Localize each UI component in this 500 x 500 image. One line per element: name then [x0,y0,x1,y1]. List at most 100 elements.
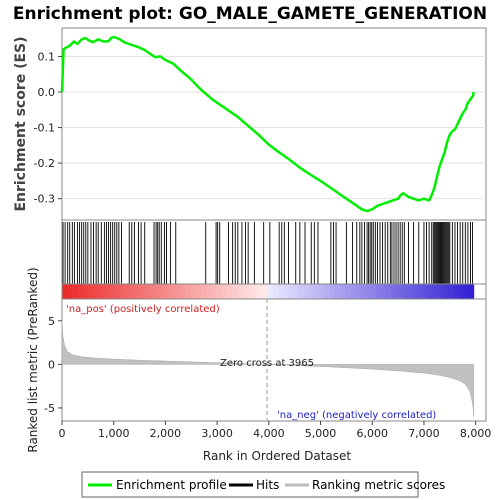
colorbar-segment [334,284,341,299]
colorbar-segment [278,284,284,299]
colorbar-segment [437,284,444,299]
x-tick-label: 8,000 [460,427,492,440]
colorbar-segment [314,284,320,299]
colorbar-segment [386,284,392,299]
legend-label-metric: Ranking metric scores [312,478,445,492]
colorbar-segment [195,284,202,299]
colorbar-segment [272,284,279,299]
colorbar-segment [190,284,197,299]
colorbar-segment [103,284,109,299]
colorbar-segment [329,284,336,299]
colorbar-segment [262,284,269,299]
colorbar-segment [442,284,449,299]
colorbar-segment [458,284,464,299]
colorbar-segment [298,284,305,299]
colorbar-segment [432,284,439,299]
colorbar-segment [108,284,115,299]
colorbar-segment [447,284,454,299]
x-tick-label: 1,000 [98,427,130,440]
colorbar-segment [375,284,382,299]
colorbar-segment [401,284,408,299]
metric-axis-label: Ranked list metric (PreRanked) [26,267,40,452]
colorbar-segment [463,284,470,299]
colorbar-segment [216,284,223,299]
enrichment-profile-line [60,35,475,213]
ranking-colorbar [62,284,475,299]
colorbar-segment [77,284,84,299]
x-tick-label: 0 [59,427,66,440]
colorbar-segment [257,284,264,299]
colorbar-segment [303,284,310,299]
colorbar-segment [267,284,274,299]
colorbar-segment [427,284,434,299]
colorbar-segment [185,284,192,299]
colorbar-segment [236,284,243,299]
colorbar-segment [134,284,140,299]
es-panel [61,27,487,221]
es-tick-label: 0.1 [38,50,56,63]
colorbar-segment [206,284,212,299]
colorbar-segment [113,284,120,299]
x-tick-label: 6,000 [356,427,388,440]
colorbar-segment [355,284,362,299]
colorbar-segment [67,284,73,299]
colorbar-segment [370,284,377,299]
ranking-metric-area [61,320,474,417]
colorbar-segment [365,284,372,299]
colorbar-segment [453,284,459,299]
colorbar-segment [406,284,413,299]
colorbar-segment [231,284,238,299]
metric-tick-label: -5 [44,402,55,415]
metric-tick-label: 0 [48,358,55,371]
colorbar-segment [242,284,248,299]
x-tick-label: 4,000 [253,427,285,440]
es-y-ticks: 0.1 0.0 -0.1 -0.2 -0.3 [34,50,62,206]
colorbar-segment [154,284,161,299]
colorbar-segment [252,284,259,299]
colorbar-segment [319,284,325,299]
colorbar-segment [411,284,418,299]
colorbar-segment [344,284,351,299]
colorbar-segment [308,284,315,299]
colorbar-segment [416,284,423,299]
x-tick-label: 2,000 [150,427,182,440]
colorbar-segment [118,284,125,299]
colorbar-segment [283,284,289,299]
metric-y-ticks: 5 0 -5 [44,315,62,415]
x-axis-label: Rank in Ordered Dataset [203,449,351,463]
colorbar-segment [211,284,217,299]
colorbar-segment [170,284,176,299]
negative-label: 'na_neg' (negatively correlated) [277,410,436,421]
chart-title: Enrichment plot: GO_MALE_GAMETE_GENERATI… [13,4,487,24]
colorbar-segment [128,284,135,299]
colorbar-segment [391,284,398,299]
colorbar-segment [175,284,181,299]
colorbar-segment [324,284,331,299]
colorbar-segment [221,284,228,299]
positive-label: 'na_pos' (positively correlated) [66,304,220,315]
x-tick-label: 7,000 [408,427,440,440]
es-axis-label: Enrichment score (ES) [13,36,29,211]
colorbar-segment [180,284,187,299]
metric-tick-label: 5 [48,315,55,328]
hits-marks [62,222,474,284]
colorbar-segment [339,284,346,299]
colorbar-segment [468,284,475,299]
zero-cross-label: Zero cross at 3965 [220,358,314,369]
es-tick-label: -0.3 [34,193,55,206]
legend-label-hits: Hits [256,478,279,492]
hits-panel [61,219,487,285]
colorbar-segment [87,284,94,299]
colorbar-segment [164,284,171,299]
colorbar-segment [396,284,403,299]
colorbar-segment [226,284,233,299]
colorbar-segment [72,284,79,299]
colorbar-segment [422,284,428,299]
x-tick-label: 3,000 [201,427,233,440]
es-tick-label: -0.2 [34,157,55,170]
colorbar-segment [139,284,145,299]
colorbar-segment [288,284,295,299]
colorbar-segment [144,284,151,299]
colorbar-segment [293,284,300,299]
